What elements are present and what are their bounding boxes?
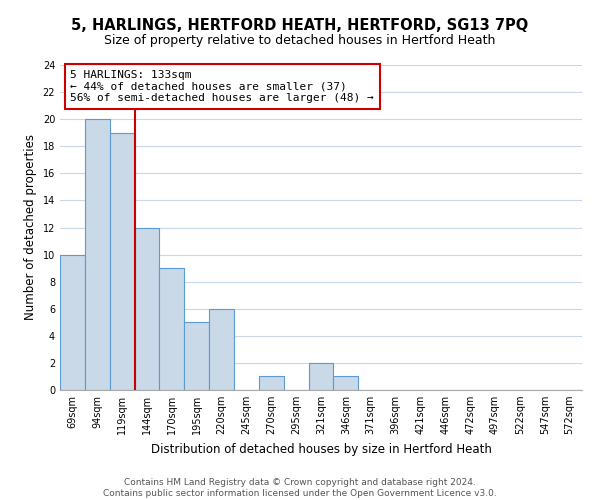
Bar [308,363,334,390]
Bar [60,254,85,390]
Y-axis label: Number of detached properties: Number of detached properties [24,134,37,320]
Bar [209,308,234,390]
Bar [134,228,160,390]
Text: 5, HARLINGS, HERTFORD HEATH, HERTFORD, SG13 7PQ: 5, HARLINGS, HERTFORD HEATH, HERTFORD, S… [71,18,529,32]
X-axis label: Distribution of detached houses by size in Hertford Heath: Distribution of detached houses by size … [151,442,491,456]
Text: Size of property relative to detached houses in Hertford Heath: Size of property relative to detached ho… [104,34,496,47]
Text: 5 HARLINGS: 133sqm
← 44% of detached houses are smaller (37)
56% of semi-detache: 5 HARLINGS: 133sqm ← 44% of detached hou… [70,70,374,103]
Bar [110,132,134,390]
Text: Contains HM Land Registry data © Crown copyright and database right 2024.
Contai: Contains HM Land Registry data © Crown c… [103,478,497,498]
Bar [160,268,184,390]
Bar [334,376,358,390]
Bar [184,322,209,390]
Bar [259,376,284,390]
Bar [85,119,110,390]
